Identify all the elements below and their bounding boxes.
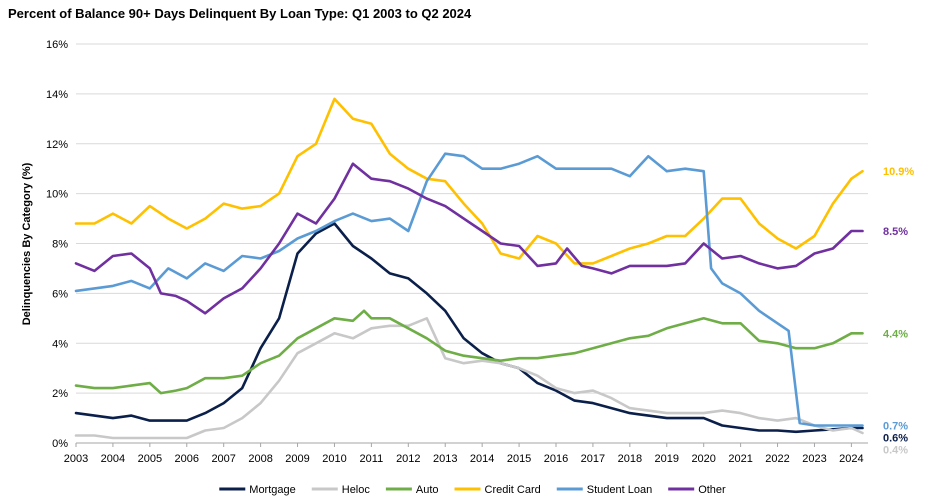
x-tick-label: 2018 <box>618 453 642 465</box>
y-tick-label: 0% <box>52 438 68 450</box>
y-tick-label: 2% <box>52 388 68 400</box>
x-tick-label: 2004 <box>101 453 125 465</box>
end-label-other: 8.5% <box>883 226 908 238</box>
y-tick-label: 4% <box>52 338 68 350</box>
legend-label-other: Other <box>698 484 726 496</box>
x-tick-label: 2005 <box>138 453 162 465</box>
chart-title: Percent of Balance 90+ Days Delinquent B… <box>8 6 472 21</box>
x-tick-label: 2015 <box>507 453 531 465</box>
end-label-heloc: 0.4% <box>883 445 908 457</box>
end-label-credit-card: 10.9% <box>883 166 914 178</box>
x-tick-label: 2021 <box>728 453 752 465</box>
end-label-mortgage: 0.6% <box>883 433 908 445</box>
y-tick-label: 16% <box>46 39 68 51</box>
x-tick-label: 2017 <box>581 453 605 465</box>
x-tick-label: 2008 <box>248 453 272 465</box>
series-line-other <box>74 162 864 315</box>
x-tick-label: 2012 <box>396 453 420 465</box>
legend-label-credit-card: Credit Card <box>485 484 541 496</box>
gridlines <box>76 43 868 444</box>
x-tick-label: 2022 <box>765 453 789 465</box>
y-tick-label: 12% <box>46 139 68 151</box>
y-tick-label: 8% <box>52 239 68 251</box>
x-tick-label: 2010 <box>322 453 346 465</box>
x-tick-label: 2007 <box>211 453 235 465</box>
x-tick-label: 2009 <box>285 453 309 465</box>
legend-label-auto: Auto <box>416 484 439 496</box>
x-tick-label: 2023 <box>802 453 826 465</box>
x-tick-label: 2014 <box>470 453 494 465</box>
end-labels: 10.9% 8.5% 4.4% 0.7%0.6%0.4% <box>883 166 914 456</box>
x-tick-label: 2020 <box>691 453 715 465</box>
x-tick-label: 2003 <box>64 453 88 465</box>
y-tick-label: 10% <box>46 189 68 201</box>
x-tick-label: 2024 <box>839 453 863 465</box>
x-tick-label: 2016 <box>544 453 568 465</box>
y-tick-label: 6% <box>52 288 68 300</box>
end-label-student-loan: 0.7% <box>883 421 908 433</box>
y-tick-label: 14% <box>46 89 68 101</box>
legend-label-mortgage: Mortgage <box>249 484 295 496</box>
legend: Mortgage Heloc Auto Credit Card Student Loan… <box>219 484 726 496</box>
x-tick-label: 2006 <box>175 453 199 465</box>
legend-label-heloc: Heloc <box>342 484 371 496</box>
series-line-mortgage <box>74 222 864 434</box>
series-lines <box>74 97 864 440</box>
series-line-student-loan <box>74 152 864 427</box>
series-line-heloc <box>74 317 864 440</box>
legend-label-student-loan: Student Loan <box>587 484 652 496</box>
x-tick-label: 2013 <box>433 453 457 465</box>
end-label-auto: 4.4% <box>883 328 908 340</box>
x-tick-label: 2019 <box>655 453 679 465</box>
x-tick-label: 2011 <box>360 453 384 465</box>
x-axis-ticks: 2003 2004 2005 2006 2007 2008 2009 2010 2011 2012… <box>64 443 864 465</box>
y-axis-ticks: 0% 2% 4% 6% 8% 10% 12% 14% 16% <box>46 39 68 450</box>
series-line-credit-card <box>74 97 864 265</box>
y-axis-label: Delinquencies By Category (%) <box>21 162 33 325</box>
series-line-auto <box>74 309 864 395</box>
